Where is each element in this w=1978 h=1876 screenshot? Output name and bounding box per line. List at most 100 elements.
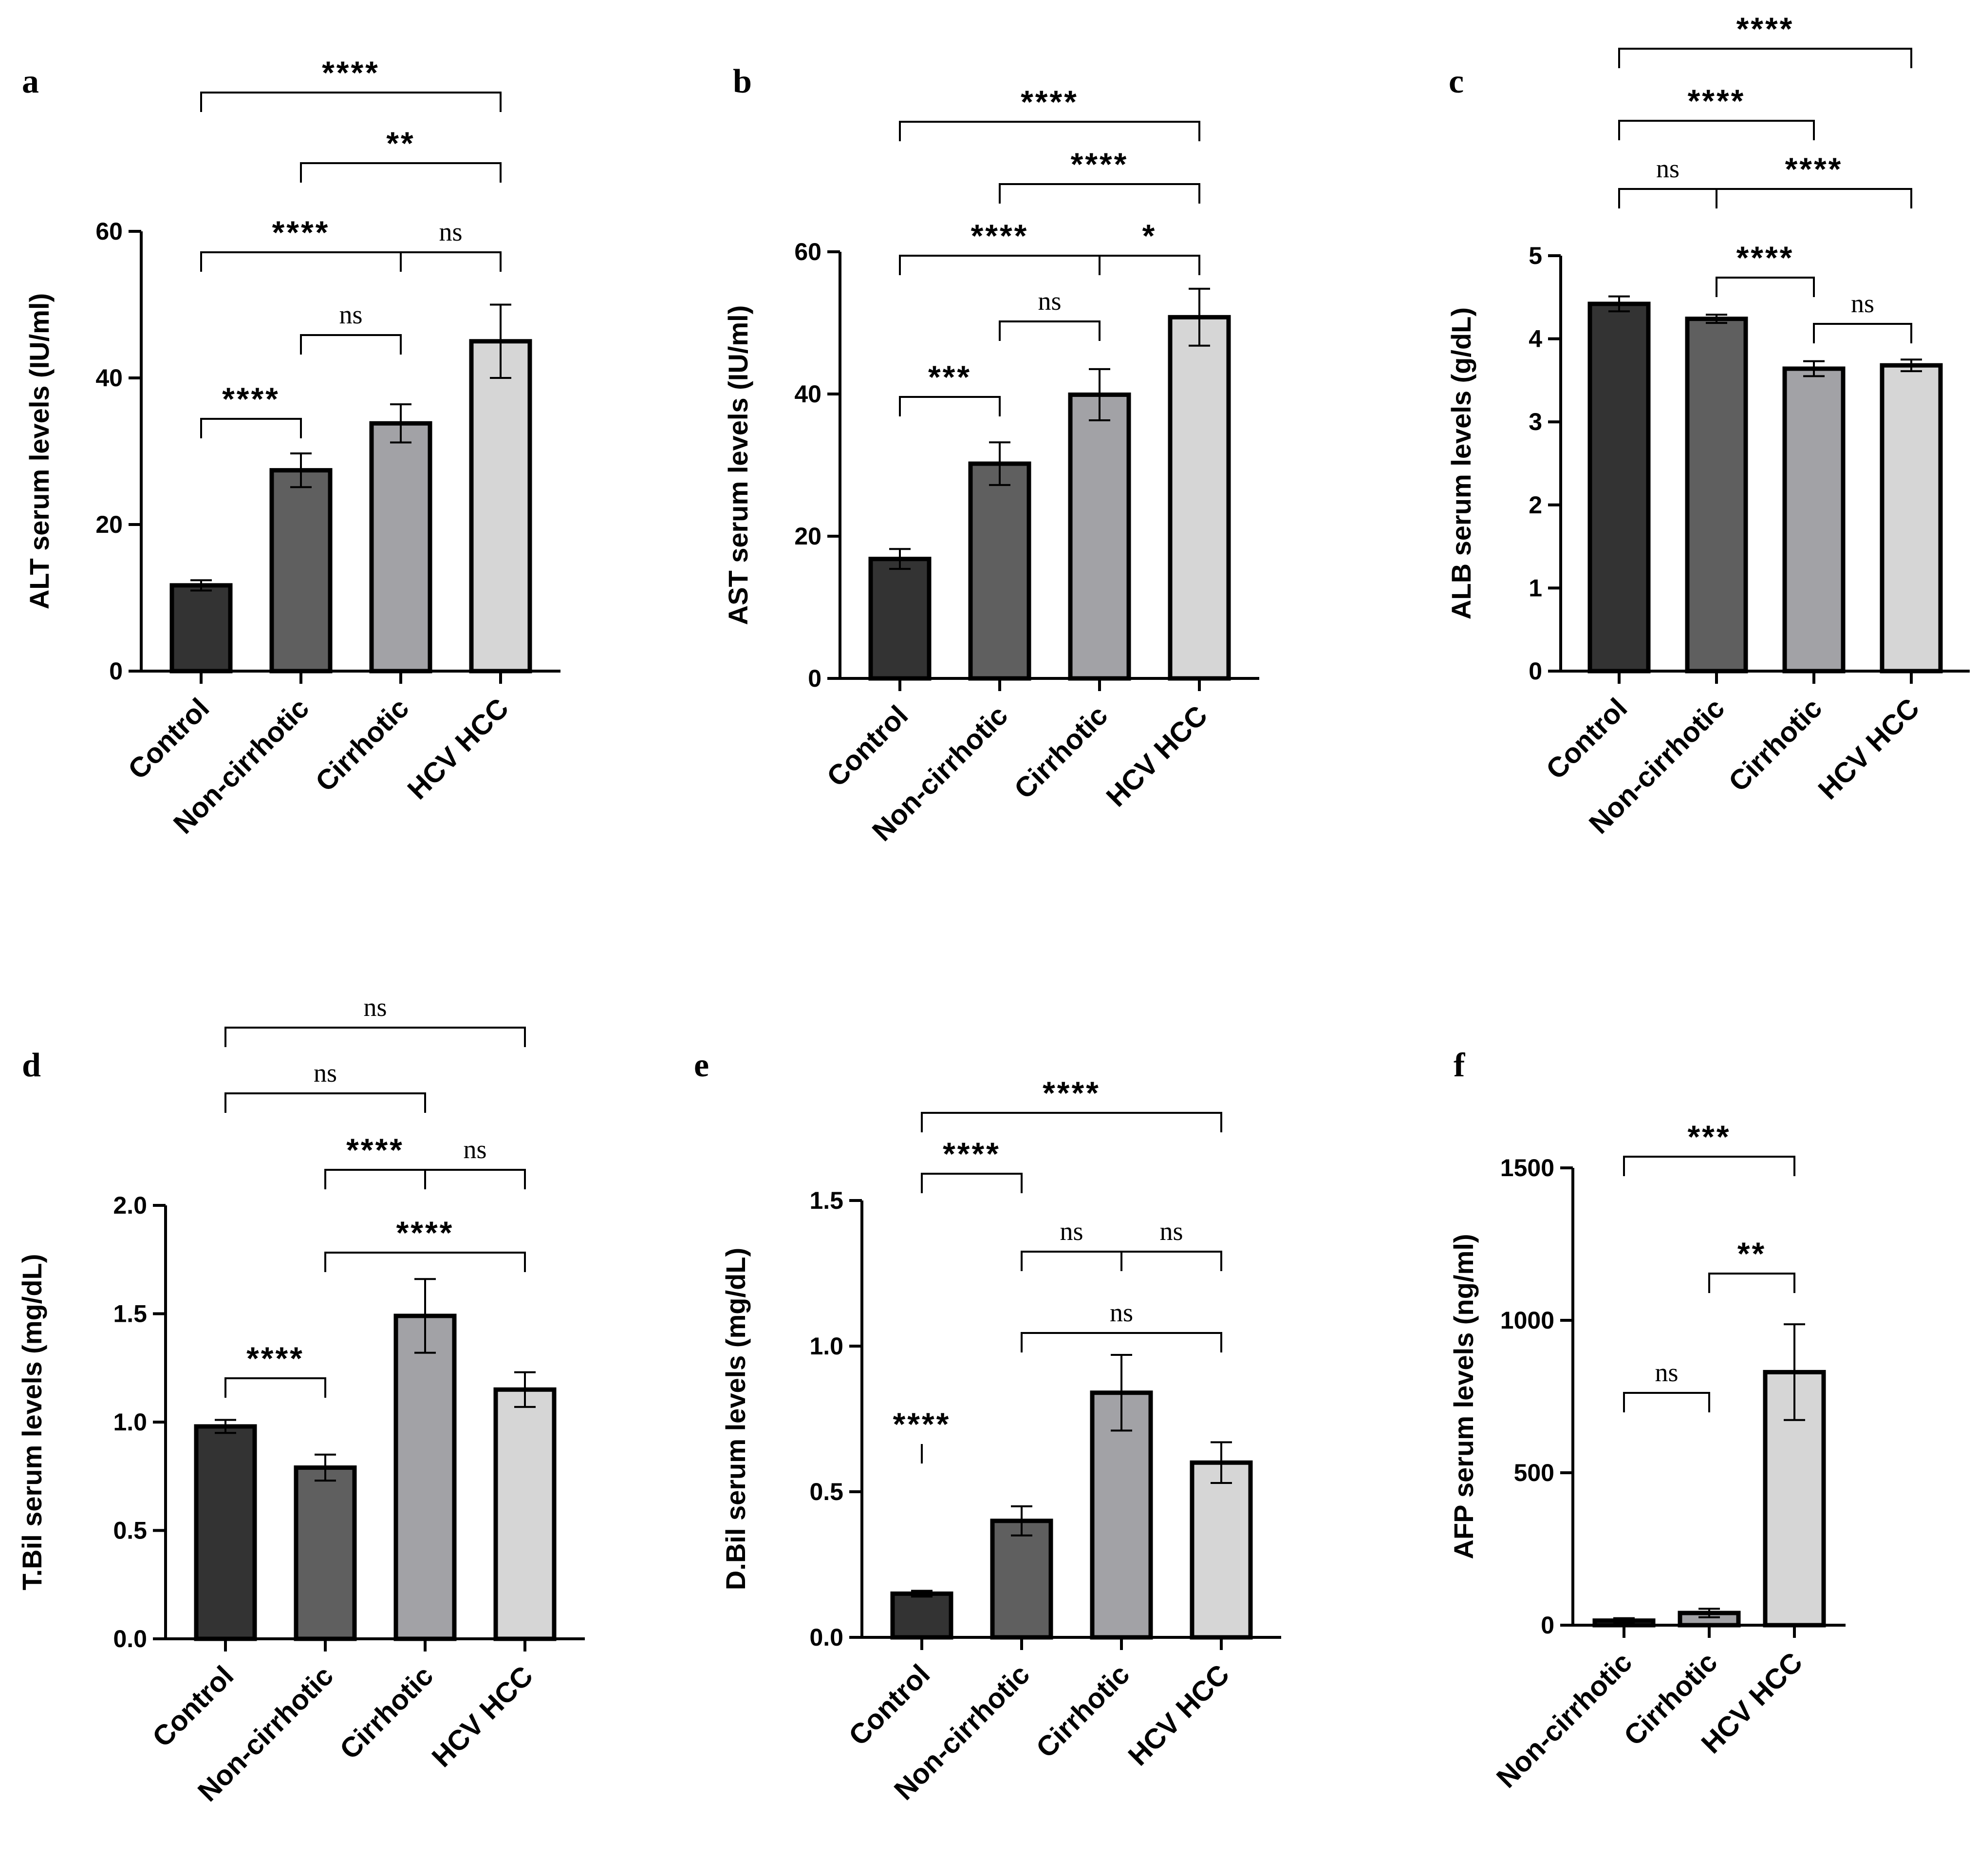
significance-bracket xyxy=(921,1112,1222,1132)
y-tick-label: 60 xyxy=(794,238,821,265)
significance-bracket xyxy=(921,1173,1023,1193)
y-tick-label: 2.0 xyxy=(113,1192,147,1219)
y-tick-label: 1500 xyxy=(1500,1154,1554,1182)
y-tick-label: 500 xyxy=(1514,1459,1554,1486)
significance-bracket xyxy=(400,251,502,272)
bar-control xyxy=(169,583,233,674)
y-tick-label: 4 xyxy=(1529,325,1542,353)
significance-bracket xyxy=(1021,1332,1222,1352)
y-axis-title: T.Bil serum levels (mg/dL) xyxy=(17,1254,47,1591)
panel-letter: d xyxy=(22,1047,41,1084)
significance-bracket xyxy=(324,1252,526,1272)
significance-label: ns xyxy=(1851,289,1874,318)
y-tick-label: 1 xyxy=(1529,574,1542,601)
bar-non-cirrhotic xyxy=(968,461,1031,681)
significance-bracket xyxy=(424,1169,526,1189)
significance-bracket xyxy=(1618,120,1815,140)
significance-label: ns xyxy=(314,1058,337,1088)
significance-label: **** xyxy=(272,214,330,250)
panel-letter: b xyxy=(733,63,752,100)
significance-bracket xyxy=(300,334,402,355)
significance-bracket xyxy=(224,1092,426,1113)
significance-label: * xyxy=(1142,218,1157,254)
y-tick-label: 1.5 xyxy=(809,1187,843,1214)
significance-bracket xyxy=(899,396,1001,416)
significance-bracket xyxy=(1099,255,1200,275)
y-tick-label: 0.0 xyxy=(113,1625,147,1652)
y-axis-title: ALB serum levels (g/dL) xyxy=(1446,307,1476,619)
panel-letter: a xyxy=(22,63,39,100)
y-tick-label: 1.5 xyxy=(113,1300,147,1328)
y-axis-title: D.Bil serum levels (mg/dL) xyxy=(720,1248,751,1590)
bar-control xyxy=(1587,301,1651,674)
bar-cirrhotic xyxy=(369,421,432,674)
bar-control xyxy=(868,557,932,681)
y-tick-label: 1000 xyxy=(1500,1307,1554,1334)
significance-label: ns xyxy=(363,993,387,1022)
significance-bracket xyxy=(224,1027,526,1047)
y-axis-title: ALT serum levels (IU/ml) xyxy=(24,293,55,609)
y-tick-label: 0 xyxy=(808,665,821,692)
bar-non-cirrhotic xyxy=(990,1519,1053,1640)
significance-label: **** xyxy=(396,1215,454,1251)
significance-label: ns xyxy=(339,300,362,329)
significance-bracket xyxy=(999,183,1200,204)
y-tick-label: 1.0 xyxy=(113,1408,147,1436)
y-tick-label: 0.5 xyxy=(809,1478,843,1505)
significance-label: ns xyxy=(1110,1298,1133,1327)
bar-hcv-hcc xyxy=(1880,363,1943,674)
y-tick-label: 0.0 xyxy=(809,1624,843,1651)
significance-bracket xyxy=(1623,1156,1795,1176)
significance-bracket xyxy=(1716,188,1912,208)
bar-non-cirrhotic xyxy=(269,468,333,674)
significance-label: **** xyxy=(1736,240,1794,276)
significance-label: **** xyxy=(971,218,1029,254)
significance-label: **** xyxy=(1785,151,1843,187)
significance-label: *** xyxy=(1687,1119,1731,1155)
significance-label: *** xyxy=(928,359,971,395)
significance-bracket xyxy=(300,162,502,183)
significance-bracket xyxy=(224,1377,326,1398)
bar-hcv-hcc xyxy=(1190,1460,1253,1640)
significance-label: ns xyxy=(1038,286,1061,316)
bar-non-cirrhotic xyxy=(294,1465,357,1641)
significance-label: **** xyxy=(346,1132,404,1168)
bar-cirrhotic xyxy=(393,1313,457,1641)
y-tick-label: 0 xyxy=(1529,657,1542,685)
y-tick-label: 5 xyxy=(1529,242,1542,269)
significance-bracket xyxy=(1623,1392,1710,1412)
significance-label: **** xyxy=(1688,83,1746,119)
significance-label: ns xyxy=(1655,1358,1678,1387)
y-axis-title: AST serum levels (IU/ml) xyxy=(723,305,753,625)
significance-label: ** xyxy=(386,125,415,161)
bar-control xyxy=(194,1424,257,1641)
significance-label: **** xyxy=(322,55,380,91)
significance-label: **** xyxy=(1043,1075,1101,1111)
y-tick-label: 1.0 xyxy=(809,1332,843,1360)
significance-bracket xyxy=(1708,1273,1795,1293)
significance-label: ns xyxy=(1060,1217,1083,1246)
y-tick-label: 40 xyxy=(794,380,821,408)
bar-cirrhotic xyxy=(1782,366,1846,674)
y-tick-label: 20 xyxy=(95,511,123,538)
bar-non-cirrhotic xyxy=(1685,317,1748,674)
bar-hcv-hcc xyxy=(493,1387,557,1641)
significance-label: **** xyxy=(246,1340,304,1376)
significance-bracket xyxy=(1716,277,1815,297)
significance-label: **** xyxy=(222,381,280,417)
significance-bracket xyxy=(1120,1251,1222,1271)
y-tick-label: 40 xyxy=(95,364,123,392)
y-tick-label: 0 xyxy=(1541,1612,1554,1639)
significance-label: ns xyxy=(1656,154,1679,183)
bar-hcv-hcc xyxy=(469,339,532,674)
y-tick-label: 2 xyxy=(1529,491,1542,519)
significance-label: **** xyxy=(1736,11,1794,47)
significance-bracket xyxy=(200,418,302,438)
y-tick-label: 3 xyxy=(1529,408,1542,435)
significance-label: **** xyxy=(893,1406,951,1442)
y-tick-label: 0.5 xyxy=(113,1517,147,1544)
significance-label: ns xyxy=(1159,1217,1183,1246)
y-axis-title: AFP serum levels (ng/ml) xyxy=(1448,1234,1479,1559)
